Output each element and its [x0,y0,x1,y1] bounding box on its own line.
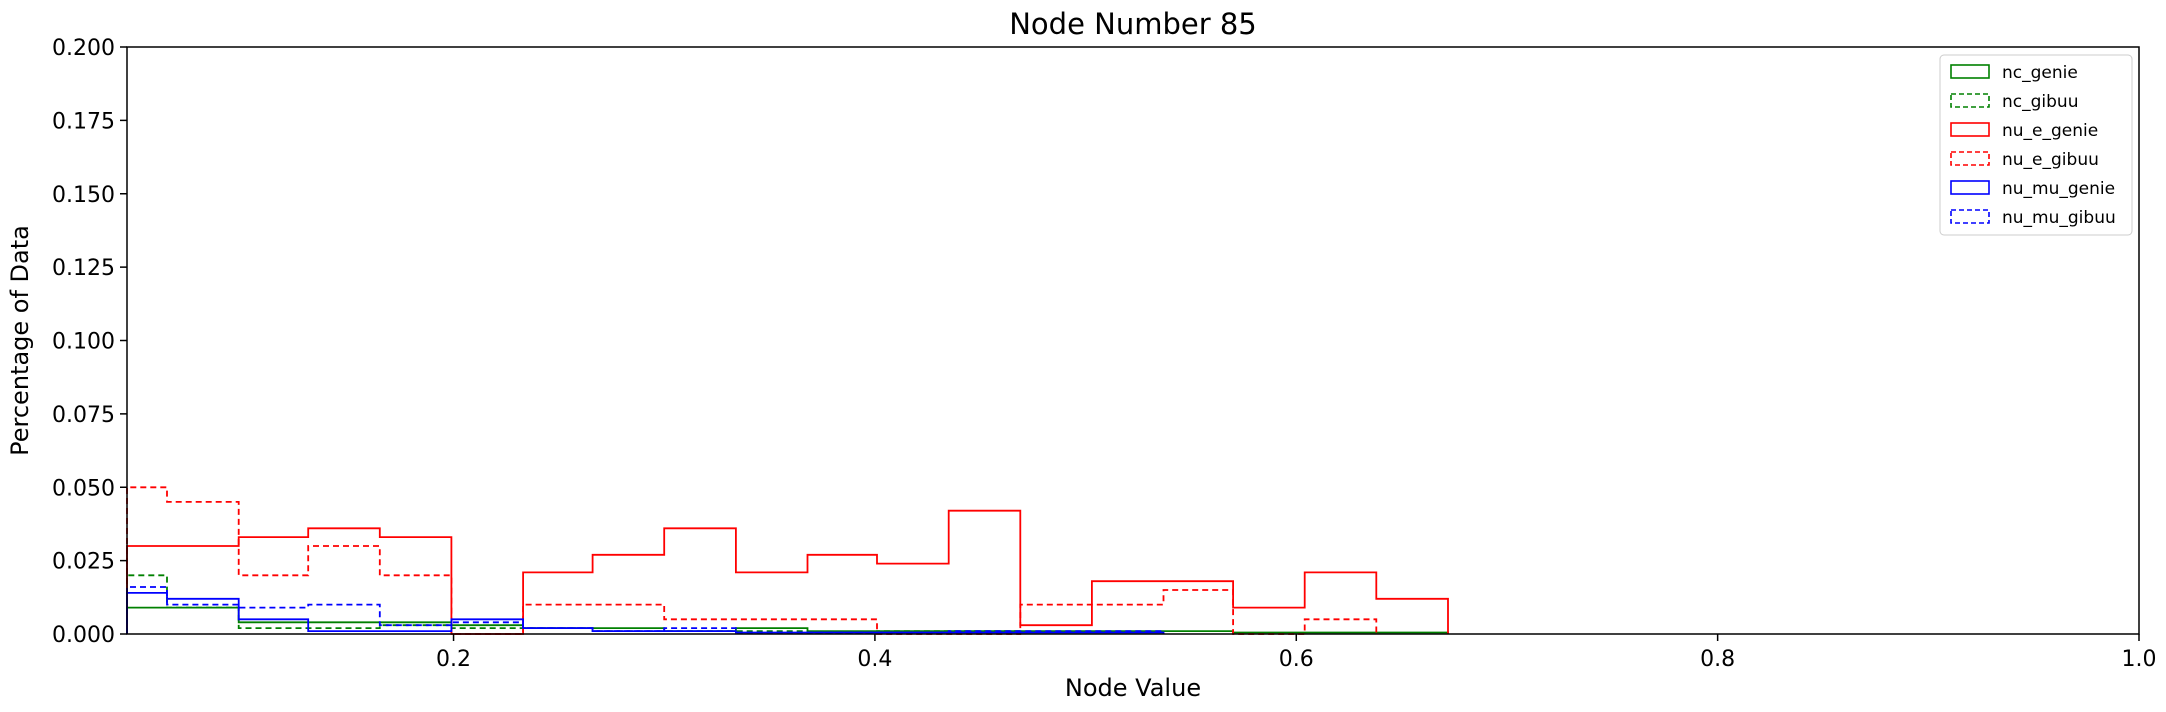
x-tick-label: 0.6 [1279,647,1314,672]
legend-label: nc_genie [2002,63,2078,83]
y-tick-label: 0.125 [52,256,115,281]
plot-area [126,486,1449,635]
legend-swatch [1950,151,1990,166]
legend: nc_genie nc_gibuu nu_e_genie nu_e_gibuu nu_m… [1939,54,2133,236]
legend-label: nu_mu_genie [2002,179,2115,199]
y-tick-label: 0.150 [52,183,115,208]
legend-swatch [1950,122,1990,137]
legend-label: nu_mu_gibuu [2002,208,2116,228]
series-nc-genie [126,606,1449,634]
y-tick-label: 0.000 [52,623,115,648]
legend-swatch [1950,93,1990,108]
series-nc-gibuu [126,574,1022,634]
y-tick-label: 0.050 [52,476,115,501]
legend-label: nu_e_gibuu [2002,150,2099,170]
legend-swatch [1950,209,1990,224]
y-tick-label: 0.200 [52,36,115,61]
series-nu-e-gibuu [126,486,1378,635]
legend-swatch [1950,180,1990,195]
legend-swatch [1950,64,1990,79]
legend-box [1939,54,2133,236]
legend-label: nc_gibuu [2002,92,2078,112]
y-tick-label: 0.100 [52,330,115,355]
series-nu-e-genie [126,509,1449,635]
x-tick-label: 1.0 [2122,647,2157,672]
plot-frame [126,46,2140,635]
x-axis-title: Node Value [1065,674,1201,702]
legend-label: nu_e_genie [2002,121,2098,141]
x-tick-label: 0.2 [436,647,471,672]
axes: 0.2 0.4 0.6 0.8 1.0 0.000 0.025 0.050 0.075 0.100… [52,36,2156,672]
chart-title: Node Number 85 [1009,7,1257,41]
y-tick-label: 0.175 [52,109,115,134]
y-tick-label: 0.025 [52,550,115,575]
series-nu-mu-gibuu [126,586,1165,634]
y-axis-title: Percentage of Data [6,225,34,456]
x-tick-label: 0.8 [1700,647,1735,672]
x-tick-label: 0.4 [857,647,892,672]
y-tick-label: 0.075 [52,403,115,428]
